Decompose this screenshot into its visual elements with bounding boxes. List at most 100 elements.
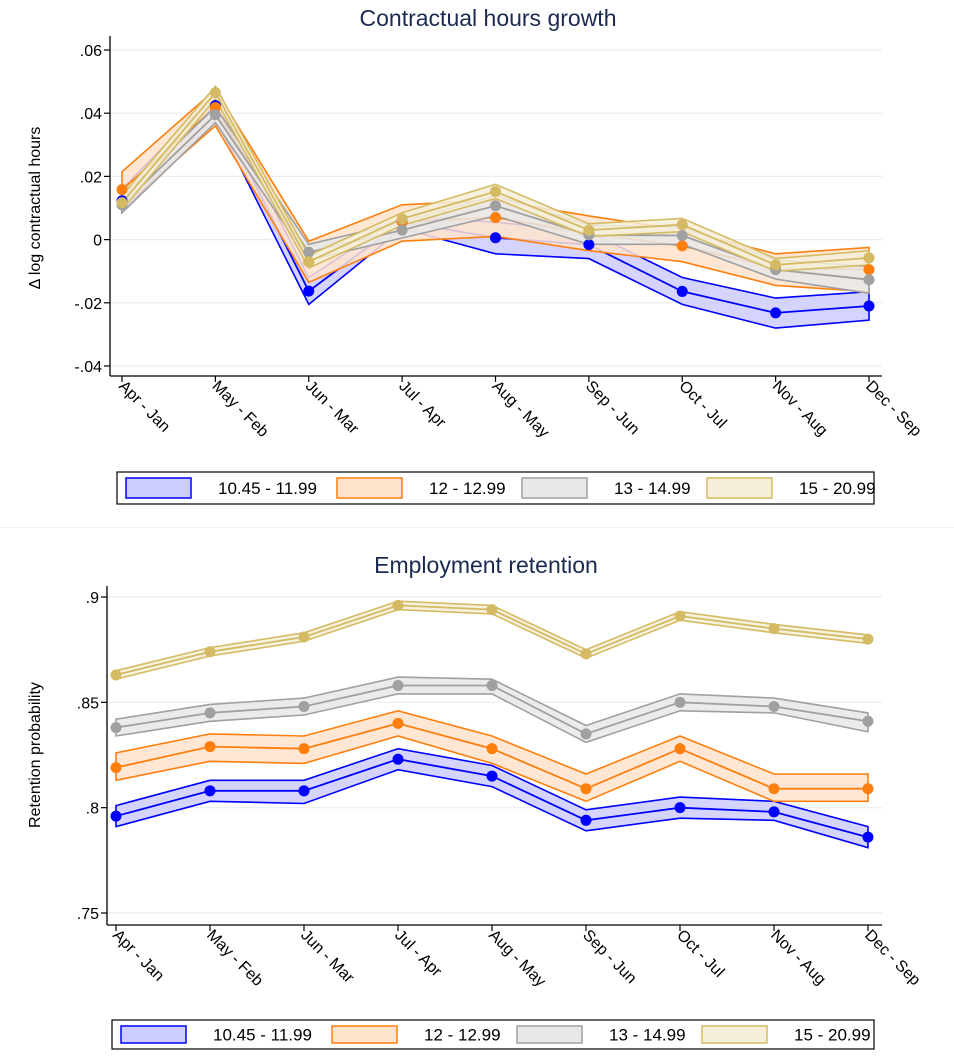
- ci-band: [115, 747, 869, 849]
- data-point: [862, 831, 874, 843]
- data-point: [486, 604, 498, 616]
- data-point: [490, 200, 501, 212]
- ci-band: [121, 105, 870, 295]
- panel-divider: [0, 527, 954, 528]
- data-point: [110, 669, 122, 681]
- data-point: [863, 252, 875, 264]
- data-point: [674, 802, 686, 814]
- data-point: [116, 197, 128, 209]
- x-tick-label: Sep - Jun: [582, 378, 642, 438]
- data-point: [392, 599, 404, 611]
- data-point: [580, 783, 592, 795]
- x-tick-label: May - Feb: [203, 927, 266, 990]
- legend-item: 13 - 14.99: [521, 477, 691, 499]
- legend-swatch: [706, 477, 773, 499]
- y-axis-title: Δ log contractual hours: [27, 127, 44, 290]
- data-point: [396, 224, 408, 236]
- data-point: [862, 633, 874, 645]
- x-tick-label: Aug - May: [489, 378, 553, 442]
- x-tick-label: Jun - Mar: [297, 927, 357, 987]
- legend-swatch: [336, 477, 403, 499]
- y-tick-label: 0: [93, 233, 102, 250]
- data-point: [110, 810, 122, 822]
- data-point: [676, 285, 688, 297]
- chart-title: Contractual hours growth: [360, 5, 617, 31]
- data-point: [490, 211, 501, 223]
- data-point: [770, 259, 782, 271]
- legend-item: 10.45 - 11.99: [120, 1025, 312, 1045]
- data-point: [204, 707, 216, 719]
- legend-swatch: [701, 1025, 768, 1044]
- legend-swatch: [331, 1025, 398, 1044]
- legend-swatch: [120, 1025, 187, 1044]
- x-tick-label: Jul - Apr: [395, 378, 449, 432]
- x-tick-label: May - Feb: [209, 378, 272, 441]
- hours-chart-panel: Contractual hours growth Δ log contractu…: [0, 0, 954, 527]
- legend-item: 12 - 12.99: [331, 1025, 501, 1045]
- legend-swatch: [516, 1025, 583, 1044]
- x-tick-label: Aug - May: [485, 927, 549, 991]
- y-tick-label: .75: [77, 906, 99, 923]
- data-point: [392, 753, 404, 765]
- data-point: [209, 109, 221, 121]
- legend-item: 10.45 - 11.99: [125, 477, 317, 499]
- y-tick-label: .85: [77, 695, 99, 712]
- y-tick-label: -.02: [74, 296, 102, 313]
- data-point: [303, 246, 315, 258]
- data-point: [486, 743, 498, 755]
- data-point: [768, 623, 780, 635]
- data-point: [674, 696, 686, 708]
- data-point: [863, 274, 875, 286]
- data-point: [204, 646, 216, 658]
- hours-chart: Contractual hours growth Δ log contractu…: [27, 5, 925, 505]
- x-tick-label: Jul - Apr: [391, 927, 445, 981]
- data-point: [209, 87, 221, 99]
- legend: 10.45 - 11.99 12 - 12.99 13 - 14.99 15 - 20…: [116, 471, 876, 505]
- x-tick-label: Oct - Jul: [673, 927, 727, 981]
- data-point: [862, 783, 874, 795]
- y-tick-label: -.04: [74, 359, 102, 376]
- legend-label: 10.45 - 11.99: [218, 479, 317, 498]
- data-point: [116, 184, 128, 196]
- ci-band: [115, 709, 869, 803]
- y-tick-label: .04: [80, 106, 102, 123]
- data-point: [392, 679, 404, 691]
- data-point: [580, 648, 592, 660]
- x-tick-label: Apr - Jan: [115, 378, 173, 436]
- chart-title: Employment retention: [374, 552, 598, 578]
- data-point: [298, 701, 310, 713]
- series-line: [115, 604, 869, 676]
- legend-label: 12 - 12.99: [429, 479, 506, 498]
- data-point: [676, 219, 688, 231]
- legend-label: 15 - 20.99: [794, 1026, 871, 1045]
- x-tick-label: Jun - Mar: [302, 378, 362, 438]
- legend-item: 15 - 20.99: [701, 1025, 871, 1045]
- data-point: [486, 770, 498, 782]
- data-point: [110, 722, 122, 734]
- data-point: [110, 762, 122, 774]
- x-tick-label: Apr - Jan: [109, 927, 167, 985]
- data-point: [204, 785, 216, 797]
- y-axis-title: Retention probability: [27, 682, 44, 828]
- data-point: [303, 285, 315, 297]
- legend-label: 15 - 20.99: [799, 479, 876, 498]
- data-point: [486, 679, 498, 691]
- data-point: [674, 610, 686, 622]
- x-tick-label: Nov - Aug: [767, 927, 829, 989]
- legend-swatch: [521, 477, 588, 499]
- legend-label: 13 - 14.99: [609, 1026, 686, 1045]
- data-point: [303, 256, 315, 268]
- data-point: [580, 728, 592, 740]
- series-2: [121, 105, 870, 295]
- data-point: [768, 701, 780, 713]
- x-tick-label: Dec - Sep: [862, 378, 924, 440]
- data-point: [676, 229, 688, 241]
- data-point: [298, 631, 310, 643]
- data-point: [580, 814, 592, 826]
- legend-label: 13 - 14.99: [614, 479, 691, 498]
- data-point: [863, 264, 875, 276]
- retention-chart: Employment retention Retention probabili…: [27, 552, 924, 1050]
- y-tick-label: .02: [80, 169, 102, 186]
- data-point: [583, 224, 595, 236]
- data-point: [204, 741, 216, 753]
